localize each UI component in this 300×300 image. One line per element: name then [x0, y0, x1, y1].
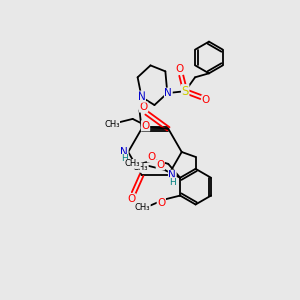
- Text: O: O: [141, 121, 150, 131]
- Text: N: N: [168, 170, 176, 180]
- Text: CH₃: CH₃: [135, 203, 150, 212]
- Text: O: O: [147, 152, 155, 162]
- Text: CH₃: CH₃: [104, 120, 120, 129]
- Text: O: O: [128, 194, 136, 204]
- Text: S: S: [182, 85, 189, 98]
- Text: H: H: [169, 178, 176, 187]
- Text: N: N: [138, 92, 146, 102]
- Text: O: O: [202, 95, 210, 105]
- Text: H: H: [121, 154, 128, 164]
- Text: N: N: [164, 88, 172, 98]
- Text: O: O: [140, 102, 148, 112]
- Text: N: N: [138, 91, 146, 101]
- Text: O: O: [157, 197, 165, 208]
- Text: CH₃: CH₃: [125, 159, 140, 168]
- Text: O: O: [175, 64, 183, 74]
- Text: CH₃: CH₃: [133, 163, 148, 172]
- Text: O: O: [156, 160, 164, 170]
- Text: N: N: [120, 147, 128, 157]
